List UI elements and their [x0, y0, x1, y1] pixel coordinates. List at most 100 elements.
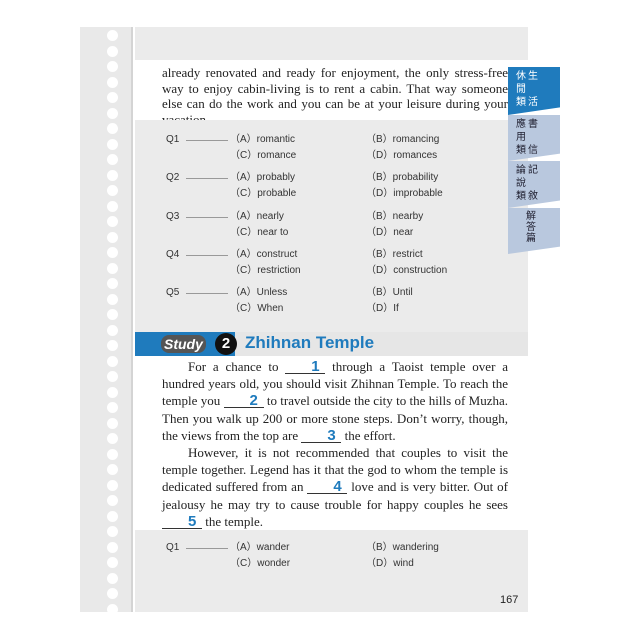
option-c: （C）romance: [230, 150, 297, 161]
binder-hole: [107, 45, 118, 57]
option-d: （D）near: [366, 226, 414, 238]
binder-hole: [107, 324, 118, 336]
text: the temple.: [202, 513, 264, 529]
binder-hole: [107, 92, 118, 103]
passage-paragraph-2: However, it is not recommended that coup…: [162, 444, 508, 530]
tab-label-line: 閒: [516, 84, 528, 95]
option-d: （D）improbable: [366, 188, 443, 200]
page-number: 167: [500, 594, 519, 606]
question-number: Q3: [166, 210, 180, 222]
tab-label-line: 休生: [516, 71, 540, 82]
binder-hole: [107, 541, 118, 553]
question-number: Q2: [166, 172, 180, 184]
intro-paragraph: already renovated and ready for enjoymen…: [162, 65, 508, 127]
binder-hole: [107, 200, 118, 212]
answer-blank[interactable]: [186, 254, 228, 256]
binder-hole: [107, 402, 118, 413]
binder-hole: [107, 123, 118, 134]
question-number: Q4: [166, 248, 180, 260]
option-d: （D）wind: [366, 558, 414, 569]
passage-paragraph-1: For a chance to 1 through a Taoist templ…: [162, 358, 508, 444]
blank-3: 3: [301, 428, 342, 443]
binder-hole: [107, 154, 118, 165]
question-number: Q1: [166, 134, 180, 145]
question-number: Q1: [166, 542, 180, 553]
text: For a chance to: [188, 359, 286, 374]
option-a: （A）Unless: [230, 287, 288, 299]
binder-hole: [107, 417, 118, 429]
binder-hole: [107, 293, 118, 305]
option-b: （B）restrict: [366, 248, 423, 260]
tab-label-line: 類信: [516, 145, 540, 156]
text: love and is very bitter. Out of jealousy…: [162, 479, 509, 512]
question-item: Q3 （A）nearly （B）nearby （C）near to （D）nea…: [166, 207, 496, 239]
blank-2: 2: [223, 393, 264, 409]
section-tab[interactable]: 休生閒類活: [508, 67, 560, 115]
option-c: （C）restriction: [230, 264, 301, 276]
option-b: （B）wandering: [366, 542, 439, 553]
binder-hole: [107, 216, 118, 227]
question-item: Q1 （A）romantic （B）romancing （C）romance （…: [166, 130, 496, 162]
option-d: （D）construction: [366, 264, 448, 276]
question-item: Q2 （A）probably （B）probability （C）probabl…: [166, 168, 496, 200]
tab-label-line: 答: [526, 222, 538, 233]
passage: For a chance to 1 through a Taoist templ…: [162, 358, 508, 530]
option-b: （B）nearby: [366, 210, 424, 222]
section-tab[interactable]: 論記說類敘: [508, 161, 560, 208]
section-tab[interactable]: 解答篇: [508, 208, 560, 254]
tab-label-line: 應書: [516, 119, 540, 130]
tab-label-line: 類敘: [516, 191, 540, 202]
binder-hole: [107, 138, 118, 150]
binder-hole: [107, 510, 118, 522]
binder-hole: [107, 464, 118, 475]
text: through a Taoist temple over a hundred y…: [162, 359, 508, 409]
binder-hole: [107, 526, 118, 537]
option-c: （C）near to: [230, 226, 289, 238]
binder-hole: [107, 557, 118, 568]
answer-blank[interactable]: [186, 140, 228, 141]
option-a: （A）nearly: [230, 210, 284, 222]
option-c: （C）wonder: [230, 558, 291, 569]
option-a: （A）wander: [230, 542, 290, 553]
binder-hole: [107, 231, 118, 243]
binder-hole: [107, 185, 118, 196]
option-a: （A）romantic: [230, 134, 296, 145]
binder-hole: [107, 371, 118, 382]
tab-label-line: 論記: [516, 165, 540, 176]
binder-hole: [107, 61, 118, 72]
answer-blank[interactable]: [186, 216, 228, 218]
option-a: （A）construct: [230, 248, 298, 260]
tab-label-line: 類活: [516, 97, 540, 108]
binder-hole: [107, 495, 118, 506]
binder-hole: [107, 107, 118, 119]
answer-blank[interactable]: [186, 293, 228, 295]
blank-4: 4: [307, 479, 348, 495]
study-header: Study 2 Zhihnan Temple: [135, 332, 528, 356]
question-item: Q5 （A）Unless （B）Until （C）When （D）If: [166, 283, 496, 315]
tab-label-line: 篇: [526, 233, 538, 244]
binder-hole: [107, 169, 118, 181]
blank-5: 5: [162, 514, 202, 529]
binder-hole: [107, 479, 118, 491]
answer-blank[interactable]: [186, 548, 228, 549]
option-b: （B）probability: [366, 172, 439, 184]
option-a: （A）probably: [230, 172, 296, 184]
option-c: （C）When: [230, 303, 284, 315]
study-label: Study: [161, 335, 206, 353]
tab-label-line: 解: [526, 211, 538, 222]
binder-hole: [107, 278, 118, 289]
binder-hole: [107, 603, 118, 615]
binder-hole: [107, 262, 118, 274]
tab-label-line: 用: [516, 132, 528, 143]
option-b: （B）romancing: [366, 134, 440, 145]
section-tab[interactable]: 應書用類信: [508, 115, 560, 161]
text: to travel outside the city to the hills …: [162, 393, 508, 443]
question-panel-1: [135, 120, 528, 332]
binder-hole: [107, 309, 118, 320]
top-band: [135, 27, 528, 60]
question-panel-2: [135, 530, 528, 612]
tab-label-line: 說: [516, 178, 528, 189]
answer-blank[interactable]: [186, 178, 228, 180]
option-b: （B）Until: [366, 287, 413, 299]
binder-strip: [80, 27, 133, 615]
